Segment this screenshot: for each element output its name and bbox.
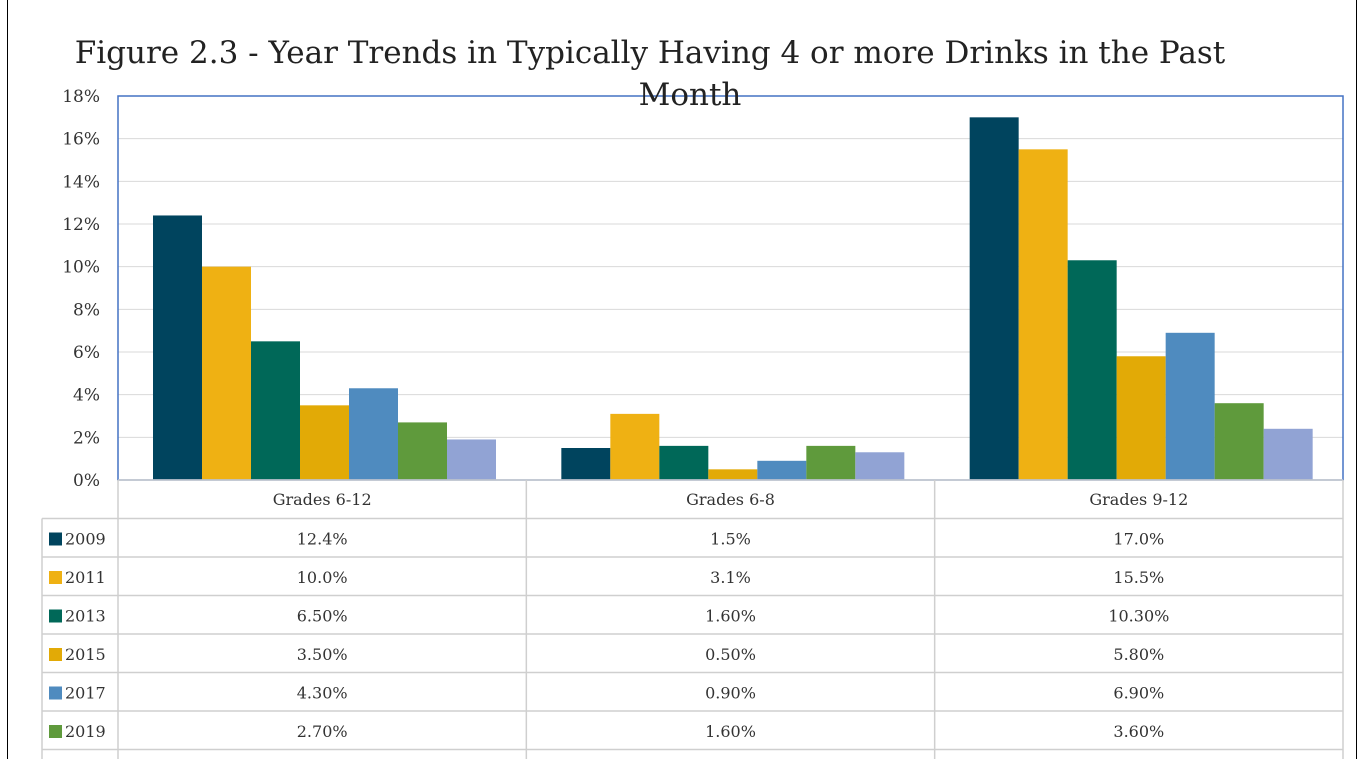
legend-label-2013: 2013	[65, 607, 106, 626]
y-tick-label: 4%	[73, 386, 100, 406]
chart-title-line-1: Figure 2.3 - Year Trends in Typically Ha…	[75, 35, 1226, 71]
bar-2019-3	[1214, 403, 1264, 480]
bar-2015-1	[300, 405, 349, 480]
chart-title-line-2: Month	[639, 77, 742, 113]
data-label: 1.5%	[710, 530, 751, 549]
legend-label-2009: 2009	[65, 530, 106, 549]
bars	[153, 117, 1313, 481]
y-tick-label: 18%	[62, 87, 100, 107]
bar-2019-2	[806, 445, 856, 480]
bar-2011-2	[610, 413, 660, 480]
data-label: 4.30%	[297, 684, 348, 703]
legend-key-2017	[49, 686, 62, 700]
data-label: 10.30%	[1108, 607, 1169, 626]
legend-key-2009	[49, 532, 62, 546]
y-tick-label: 2%	[73, 428, 100, 448]
bar-2013-1	[251, 341, 300, 480]
y-tick-label: 14%	[62, 172, 100, 192]
legend-label-2017: 2017	[65, 684, 106, 703]
legend-key-2019	[49, 725, 62, 738]
bar-2021-1	[447, 439, 496, 480]
bar-2019-1	[398, 422, 447, 480]
bar-2015-2	[708, 469, 758, 480]
y-tick-label: 10%	[62, 258, 100, 278]
gridlines	[118, 138, 1343, 438]
bar-2011-3	[1018, 149, 1068, 481]
y-tick-label: 6%	[73, 343, 100, 363]
data-label: 1.60%	[705, 722, 756, 741]
category-label: Grades 6-12	[273, 490, 372, 509]
bar-2015-3	[1116, 356, 1166, 480]
data-label: 2.70%	[297, 722, 348, 741]
legend-label-2015: 2015	[65, 645, 106, 664]
data-label: 3.50%	[297, 645, 348, 664]
bar-2009-1	[153, 215, 202, 480]
chart-frame	[7, 0, 1357, 759]
bar-2011-1	[202, 266, 251, 480]
data-label: 3.60%	[1113, 722, 1164, 741]
bar-2013-3	[1067, 260, 1117, 480]
y-tick-label: 8%	[73, 300, 100, 320]
data-table: Grades 6-12 Grades 6-8 Grades 9-12 2009 12.4…	[41, 479, 1344, 759]
bar-2017-3	[1165, 332, 1215, 480]
data-label: 0.50%	[705, 645, 756, 664]
data-label: 0.90%	[705, 684, 756, 703]
data-label: 1.60%	[705, 607, 756, 626]
category-label: Grades 9-12	[1089, 490, 1188, 509]
data-label: 10.0%	[297, 568, 348, 587]
legend-label-2011: 2011	[65, 568, 106, 587]
legend-key-2015	[49, 648, 62, 661]
legend-label-2019: 2019	[65, 722, 106, 741]
y-axis-ticks: 0% 2% 4% 6% 8% 10% 12% 14% 16% 18%	[62, 87, 100, 491]
bar-2009-3	[969, 117, 1019, 480]
bar-2021-2	[855, 452, 905, 480]
bar-2009-2	[561, 448, 611, 480]
bar-2013-2	[659, 445, 709, 480]
bar-2017-1	[349, 388, 398, 480]
legend-key-2013	[49, 609, 62, 623]
bar-2017-2	[757, 460, 807, 480]
legend-key-2011	[49, 571, 62, 584]
y-tick-label: 16%	[62, 130, 100, 150]
y-tick-label: 12%	[62, 215, 100, 235]
data-label: 12.4%	[297, 530, 348, 549]
bar-2021-3	[1263, 428, 1313, 480]
category-label: Grades 6-8	[686, 490, 775, 509]
data-label: 15.5%	[1113, 568, 1164, 587]
data-label: 5.80%	[1113, 645, 1164, 664]
data-label: 6.90%	[1113, 684, 1164, 703]
y-tick-label: 0%	[73, 471, 100, 491]
data-label: 17.0%	[1113, 530, 1164, 549]
data-label: 3.1%	[710, 568, 751, 587]
data-label: 6.50%	[297, 607, 348, 626]
